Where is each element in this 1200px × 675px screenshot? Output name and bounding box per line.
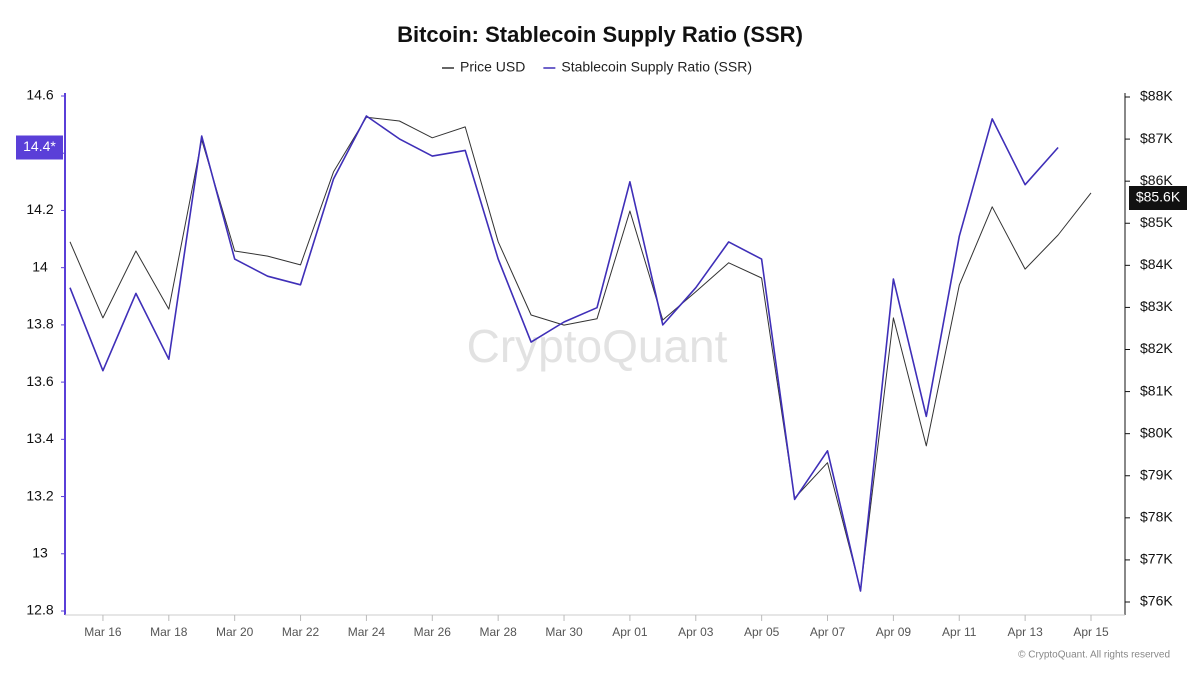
x-tick-label: Mar 28: [479, 625, 517, 639]
series-line: [69, 115, 1059, 592]
y-tick-label: 14: [32, 258, 48, 274]
y-tick-label: 13: [32, 544, 48, 560]
watermark: CryptoQuant: [467, 320, 728, 372]
x-tick-label: Apr 15: [1073, 625, 1109, 639]
y-tick-label: 14.2: [26, 201, 53, 217]
y-tick-label: 13.8: [26, 316, 53, 332]
value-badge-label: 14.4*: [23, 138, 56, 154]
y-tick-label: 14.6: [26, 87, 53, 103]
x-tick-label: Mar 20: [216, 625, 254, 639]
legend-label: Price USD: [460, 59, 525, 75]
x-tick-label: Apr 09: [876, 625, 912, 639]
y2-tick-label: $79K: [1140, 466, 1173, 482]
y2-tick-label: $76K: [1140, 593, 1173, 609]
y2-tick-label: $81K: [1140, 382, 1173, 398]
x-tick-label: Mar 18: [150, 625, 188, 639]
series-line: [69, 116, 1092, 591]
x-tick-label: Apr 13: [1007, 625, 1043, 639]
y-tick-label: 13.6: [26, 373, 53, 389]
x-tick-label: Mar 26: [414, 625, 452, 639]
y2-tick-label: $87K: [1140, 130, 1173, 146]
y2-tick-label: $88K: [1140, 88, 1173, 104]
value-badge-label: $85.6K: [1136, 189, 1181, 205]
y2-tick-label: $82K: [1140, 340, 1173, 356]
x-tick-label: Apr 03: [678, 625, 714, 639]
y2-tick-label: $78K: [1140, 509, 1173, 525]
y-tick-label: 13.2: [26, 487, 53, 503]
y2-tick-label: $80K: [1140, 424, 1173, 440]
y2-tick-label: $85K: [1140, 214, 1173, 230]
y-tick-label: 12.8: [26, 602, 53, 618]
x-tick-label: Mar 16: [84, 625, 122, 639]
chart-title: Bitcoin: Stablecoin Supply Ratio (SSR): [397, 22, 803, 47]
y2-tick-label: $86K: [1140, 172, 1173, 188]
x-tick-label: Apr 11: [942, 625, 977, 639]
legend-label: Stablecoin Supply Ratio (SSR): [561, 59, 752, 75]
value-badge: [16, 135, 63, 160]
x-tick-label: Apr 01: [612, 625, 648, 639]
y2-tick-label: $77K: [1140, 551, 1173, 567]
footer: © CryptoQuant. All rights reserved: [1018, 650, 1170, 661]
x-tick-label: Apr 07: [810, 625, 846, 639]
x-tick-label: Mar 22: [282, 625, 320, 639]
value-badge: [1129, 186, 1187, 210]
y2-tick-label: $84K: [1140, 256, 1173, 272]
y2-tick-label: $83K: [1140, 298, 1173, 314]
x-tick-label: Mar 24: [348, 625, 386, 639]
y-tick-label: 13.4: [26, 430, 53, 446]
x-tick-label: Mar 30: [545, 625, 583, 639]
x-tick-label: Apr 05: [744, 625, 780, 639]
